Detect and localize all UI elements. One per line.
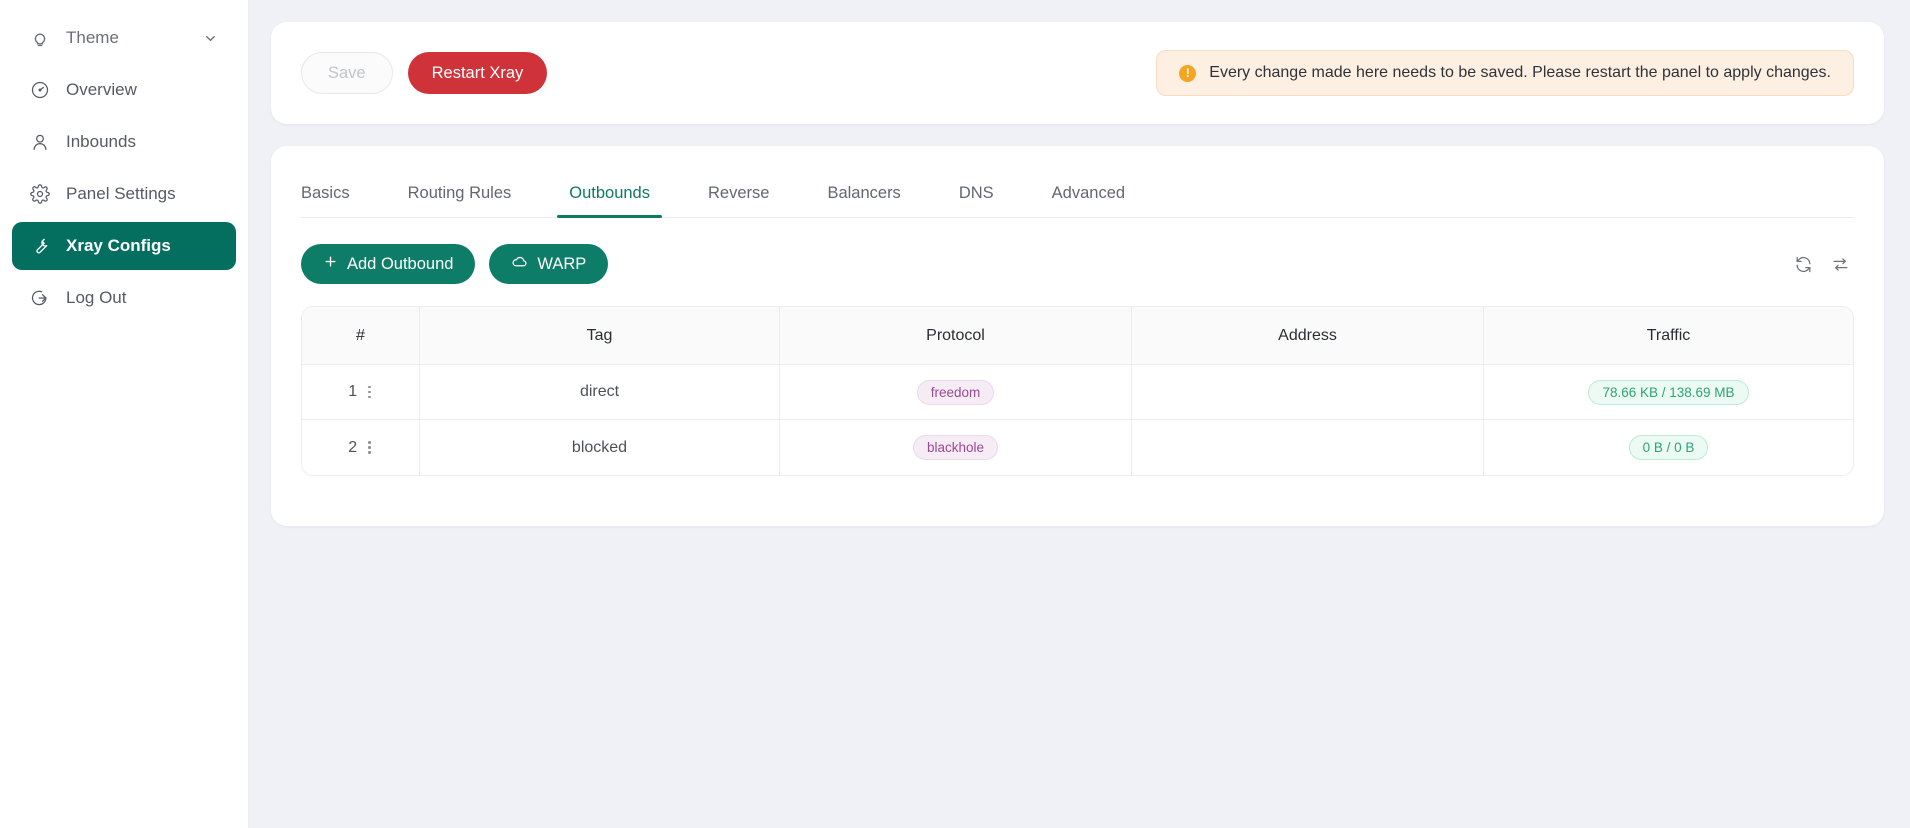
cloud-icon bbox=[511, 253, 528, 275]
table-head: # Tag Protocol Address Traffic bbox=[302, 307, 1853, 365]
sidebar-item-log-out[interactable]: Log Out bbox=[12, 274, 236, 322]
tab-outbounds[interactable]: Outbounds bbox=[557, 172, 662, 218]
sidebar-item-panel-settings[interactable]: Panel Settings bbox=[12, 170, 236, 218]
restart-xray-button[interactable]: Restart Xray bbox=[407, 52, 548, 94]
row-number: 1 bbox=[348, 383, 358, 400]
table-row[interactable]: 2 blocked blackhole 0 B / 0 B bbox=[302, 420, 1853, 475]
sidebar-item-label: Log Out bbox=[66, 288, 127, 307]
table-header-protocol: Protocol bbox=[780, 307, 1132, 365]
traffic-badge: 78.66 KB / 138.69 MB bbox=[1588, 379, 1749, 405]
sidebar: Theme Overview Inbounds bbox=[0, 0, 249, 828]
gear-icon bbox=[30, 184, 50, 204]
table-header-traffic: Traffic bbox=[1484, 307, 1853, 365]
sidebar-item-inbounds[interactable]: Inbounds bbox=[12, 118, 236, 166]
config-tabs: Basics Routing Rules Outbounds Reverse B… bbox=[301, 172, 1854, 218]
tab-routing-rules[interactable]: Routing Rules bbox=[407, 184, 512, 202]
user-icon bbox=[30, 132, 50, 152]
chevron-down-icon[interactable] bbox=[203, 31, 218, 46]
row-traffic-cell: 78.66 KB / 138.69 MB bbox=[1484, 365, 1853, 420]
refresh-icon[interactable] bbox=[1794, 255, 1813, 274]
alert-message: Every change made here needs to be saved… bbox=[1209, 64, 1831, 81]
sidebar-item-theme[interactable]: Theme bbox=[12, 14, 236, 62]
tab-balancers[interactable]: Balancers bbox=[827, 184, 901, 202]
tab-dns[interactable]: DNS bbox=[958, 184, 994, 202]
toolbar-icon-group bbox=[1794, 255, 1854, 274]
save-button[interactable]: Save bbox=[301, 52, 393, 94]
sidebar-item-label: Panel Settings bbox=[66, 184, 176, 203]
warp-label: WARP bbox=[537, 254, 587, 273]
row-menu-icon[interactable] bbox=[366, 438, 373, 457]
add-outbound-label: Add Outbound bbox=[347, 254, 454, 273]
table-row[interactable]: 1 direct freedom 78.66 KB / 138.69 MB bbox=[302, 365, 1853, 420]
outbounds-toolbar: Add Outbound WARP bbox=[301, 244, 1854, 284]
row-traffic-cell: 0 B / 0 B bbox=[1484, 420, 1853, 475]
table-header-address: Address bbox=[1132, 307, 1484, 365]
bulb-icon bbox=[30, 28, 50, 48]
row-protocol-cell: freedom bbox=[780, 365, 1132, 420]
row-menu-icon[interactable] bbox=[366, 383, 373, 402]
sidebar-item-label: Overview bbox=[66, 80, 137, 99]
main-content: Save Restart Xray ! Every change made he… bbox=[249, 0, 1910, 828]
action-bar-card: Save Restart Xray ! Every change made he… bbox=[271, 22, 1884, 124]
table-header-row: # Tag Protocol Address Traffic bbox=[302, 307, 1853, 365]
traffic-badge: 0 B / 0 B bbox=[1628, 435, 1709, 460]
sidebar-item-label: Xray Configs bbox=[66, 236, 171, 255]
table-header-number: # bbox=[302, 307, 420, 365]
table-header-tag: Tag bbox=[420, 307, 780, 365]
row-number: 2 bbox=[348, 438, 358, 456]
sidebar-item-xray-configs[interactable]: Xray Configs bbox=[12, 222, 236, 270]
protocol-badge: blackhole bbox=[912, 435, 999, 460]
row-tag: blocked bbox=[420, 420, 780, 475]
plus-icon bbox=[323, 254, 338, 274]
tab-basics[interactable]: Basics bbox=[301, 184, 350, 202]
protocol-badge: freedom bbox=[916, 379, 995, 405]
table-body: 1 direct freedom 78.66 KB / 138.69 MB bbox=[302, 365, 1853, 475]
save-warning-alert: ! Every change made here needs to be sav… bbox=[1156, 50, 1854, 96]
row-address bbox=[1132, 420, 1484, 475]
sidebar-item-label: Inbounds bbox=[66, 132, 136, 151]
tab-advanced[interactable]: Advanced bbox=[1051, 184, 1126, 202]
config-card: Basics Routing Rules Outbounds Reverse B… bbox=[271, 146, 1884, 526]
warp-button[interactable]: WARP bbox=[489, 244, 609, 284]
exclamation-icon: ! bbox=[1179, 64, 1197, 82]
row-number-cell: 2 bbox=[302, 420, 420, 475]
sidebar-item-overview[interactable]: Overview bbox=[12, 66, 236, 114]
dashboard-icon bbox=[30, 80, 50, 100]
sidebar-item-label: Theme bbox=[66, 28, 119, 47]
row-tag: direct bbox=[420, 365, 780, 420]
outbounds-table: # Tag Protocol Address Traffic 1 bbox=[301, 306, 1854, 476]
tab-reverse[interactable]: Reverse bbox=[707, 184, 770, 202]
row-protocol-cell: blackhole bbox=[780, 420, 1132, 475]
swap-rows-icon[interactable] bbox=[1831, 255, 1850, 274]
row-address bbox=[1132, 365, 1484, 420]
logout-icon bbox=[30, 288, 50, 308]
wrench-icon bbox=[30, 236, 50, 256]
row-number-cell: 1 bbox=[302, 365, 420, 420]
add-outbound-button[interactable]: Add Outbound bbox=[301, 244, 476, 284]
